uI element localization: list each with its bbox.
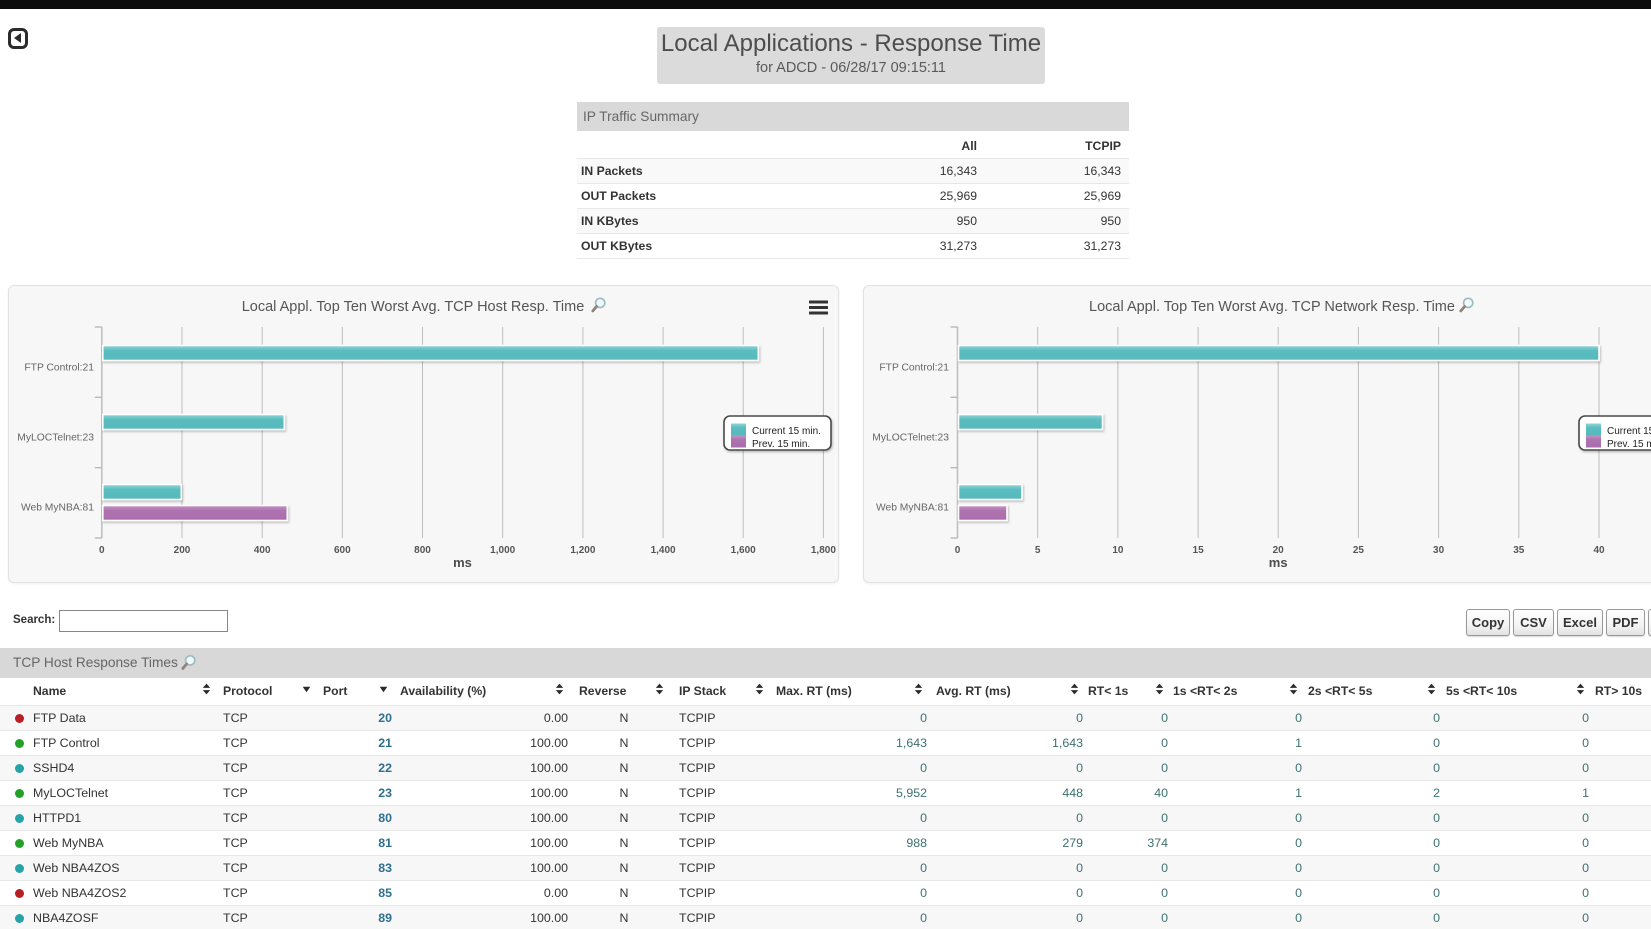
svg-text:Local Appl. Top Ten Worst Avg.: Local Appl. Top Ten Worst Avg. TCP Host … — [242, 299, 585, 315]
svg-text:Web MyNBA:81: Web MyNBA:81 — [876, 503, 949, 514]
svg-text:5: 5 — [1035, 545, 1041, 556]
svg-text:0: 0 — [99, 545, 105, 556]
svg-text:15: 15 — [1193, 545, 1205, 556]
svg-text:600: 600 — [334, 545, 351, 556]
svg-text:1,800: 1,800 — [811, 545, 836, 556]
svg-text:FTP Control:21: FTP Control:21 — [879, 363, 949, 374]
svg-text:0: 0 — [955, 545, 961, 556]
svg-text:800: 800 — [414, 545, 431, 556]
svg-text:1,400: 1,400 — [651, 545, 676, 556]
svg-text:Prev. 15 min.: Prev. 15 min. — [1607, 439, 1651, 450]
svg-text:400: 400 — [254, 545, 271, 556]
svg-text:Current 15 min.: Current 15 min. — [1607, 426, 1651, 437]
svg-text:Current 15 min.: Current 15 min. — [752, 426, 821, 437]
svg-text:MyLOCTelnet:23: MyLOCTelnet:23 — [17, 433, 94, 444]
svg-text:1,000: 1,000 — [490, 545, 515, 556]
svg-text:30: 30 — [1433, 545, 1445, 556]
svg-text:Local Appl. Top Ten Worst Avg.: Local Appl. Top Ten Worst Avg. TCP Netwo… — [1089, 299, 1455, 315]
svg-text:20: 20 — [1273, 545, 1285, 556]
svg-text:10: 10 — [1112, 545, 1124, 556]
svg-text:Web MyNBA:81: Web MyNBA:81 — [21, 503, 94, 514]
svg-text:Prev. 15 min.: Prev. 15 min. — [752, 439, 810, 450]
svg-text:MyLOCTelnet:23: MyLOCTelnet:23 — [872, 433, 949, 444]
svg-text:ms: ms — [1269, 555, 1288, 570]
svg-text:FTP Control:21: FTP Control:21 — [24, 363, 94, 374]
svg-text:25: 25 — [1353, 545, 1365, 556]
svg-text:35: 35 — [1513, 545, 1525, 556]
svg-text:1,600: 1,600 — [731, 545, 756, 556]
svg-text:40: 40 — [1593, 545, 1605, 556]
svg-text:1,200: 1,200 — [570, 545, 595, 556]
svg-text:ms: ms — [453, 555, 472, 570]
svg-text:200: 200 — [174, 545, 191, 556]
